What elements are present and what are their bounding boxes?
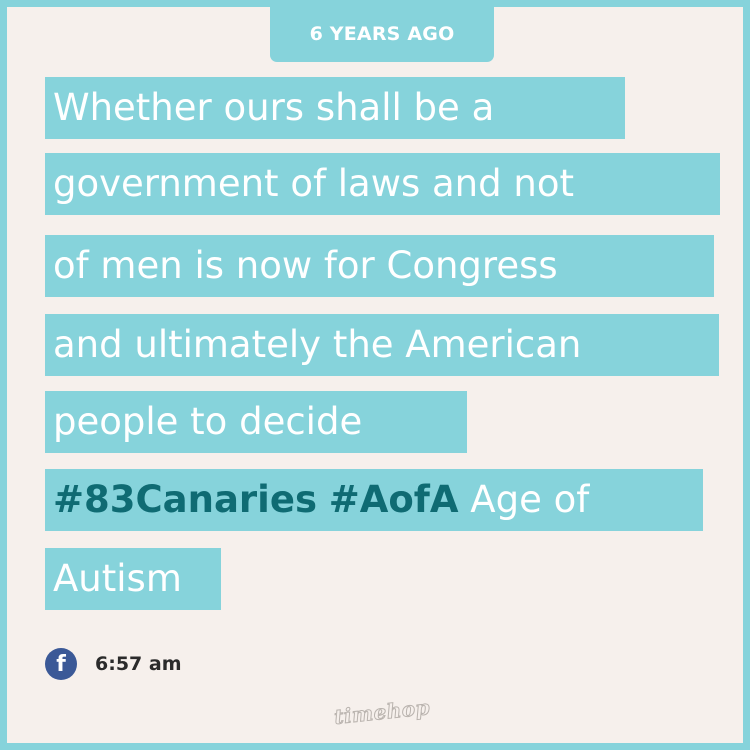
post-text-line-2: government of laws and not	[45, 153, 720, 215]
post-text-line-3: of men is now for Congress	[45, 235, 714, 297]
post-time: 6:57 am	[95, 653, 182, 675]
post-text-line-7: Autism	[45, 548, 221, 610]
facebook-icon: f	[45, 648, 77, 680]
post-meta: f 6:57 am	[45, 647, 182, 681]
time-ago-tab: 6 YEARS AGO	[270, 7, 494, 62]
hashtag-83canaries[interactable]: #83Canaries	[53, 478, 317, 521]
post-text-age-of: Age of	[470, 478, 590, 521]
hashtag-aofa[interactable]: #AofA	[328, 478, 459, 521]
timehop-logo: timehop	[332, 695, 432, 730]
post-text-line-5: people to decide	[45, 391, 467, 453]
post-text-line-1: Whether ours shall be a	[45, 77, 625, 139]
post-hashtag-line: #83Canaries #AofA Age of	[45, 469, 703, 531]
post-text-line-4: and ultimately the American	[45, 314, 719, 376]
